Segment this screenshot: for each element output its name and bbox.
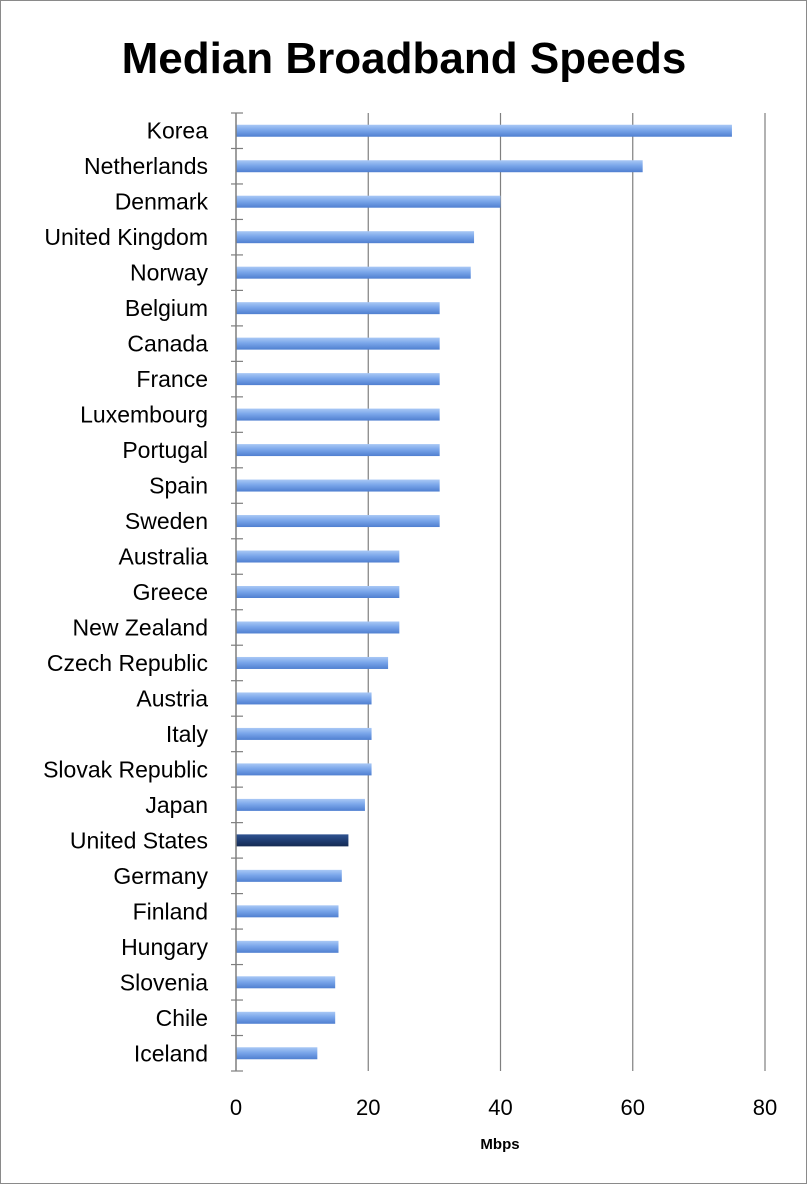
category-label-italy: Italy <box>166 721 209 747</box>
x-tick-label-0: 0 <box>230 1095 242 1120</box>
bar-netherlands <box>236 160 643 173</box>
category-label-slovenia: Slovenia <box>120 969 208 995</box>
category-label-korea: Korea <box>147 118 209 144</box>
category-label-denmark: Denmark <box>115 189 209 215</box>
x-tick-label-20: 20 <box>356 1095 380 1120</box>
x-tick-labels: 0 20 40 60 80 <box>230 1095 777 1120</box>
bar-denmark <box>236 195 501 208</box>
category-label-luxembourg: Luxembourg <box>80 402 208 428</box>
bar-canada <box>236 337 440 350</box>
bar-sweden <box>236 515 440 528</box>
bar-australia <box>236 550 400 563</box>
category-label-norway: Norway <box>130 260 208 286</box>
category-label-iceland: Iceland <box>134 1040 208 1066</box>
category-label-canada: Canada <box>127 331 208 357</box>
category-label-greece: Greece <box>133 579 208 605</box>
category-label-chile: Chile <box>156 1005 208 1031</box>
bar-italy <box>236 727 372 740</box>
bar-spain <box>236 479 440 492</box>
bar-austria <box>236 692 372 705</box>
bar-luxembourg <box>236 408 440 421</box>
bar-korea <box>236 124 732 137</box>
category-label-spain: Spain <box>149 473 208 499</box>
category-label-czech-republic: Czech Republic <box>47 650 208 676</box>
category-label-finland: Finland <box>133 898 208 924</box>
bar-new-zealand <box>236 621 400 634</box>
bar-slovenia <box>236 976 336 989</box>
bar-greece <box>236 586 400 598</box>
axes <box>231 112 243 1072</box>
chart-title: Median Broadband Speeds <box>122 34 687 83</box>
category-label-netherlands: Netherlands <box>84 153 208 179</box>
category-label-hungary: Hungary <box>121 934 208 960</box>
x-tick-label-40: 40 <box>488 1095 512 1120</box>
category-label-portugal: Portugal <box>122 437 208 463</box>
category-label-australia: Australia <box>119 544 209 570</box>
category-label-sweden: Sweden <box>125 508 208 534</box>
gridlines <box>367 113 766 1071</box>
bar-united-kingdom <box>236 231 475 244</box>
category-label-united-kingdom: United Kingdom <box>44 224 208 250</box>
bar-portugal <box>236 444 440 457</box>
bar-norway <box>236 266 471 279</box>
category-labels: Korea Netherlands Denmark United Kingdom Nor… <box>43 118 208 1067</box>
category-label-france: France <box>136 366 208 392</box>
bar-france <box>236 373 440 386</box>
bar-chile <box>236 1011 336 1024</box>
category-label-united-states: United States <box>70 827 208 853</box>
bar-hungary <box>236 940 339 953</box>
bar-finland <box>236 905 339 918</box>
category-label-slovak-republic: Slovak Republic <box>43 756 208 782</box>
bar-iceland <box>236 1047 318 1060</box>
category-label-austria: Austria <box>136 685 208 711</box>
x-tick-label-80: 80 <box>753 1095 777 1120</box>
category-label-japan: Japan <box>145 792 208 818</box>
x-tick-label-60: 60 <box>621 1095 645 1120</box>
bars <box>236 124 732 1060</box>
bar-japan <box>236 798 365 811</box>
category-label-belgium: Belgium <box>125 295 208 321</box>
bar-belgium <box>236 302 440 315</box>
category-label-new-zealand: New Zealand <box>72 614 208 640</box>
category-label-germany: Germany <box>113 863 208 889</box>
bar-united-states <box>236 834 349 847</box>
bar-czech-republic <box>236 656 389 669</box>
bar-germany <box>236 869 342 882</box>
x-axis-title: Mbps <box>480 1136 519 1153</box>
bar-slovak-republic <box>236 763 372 776</box>
